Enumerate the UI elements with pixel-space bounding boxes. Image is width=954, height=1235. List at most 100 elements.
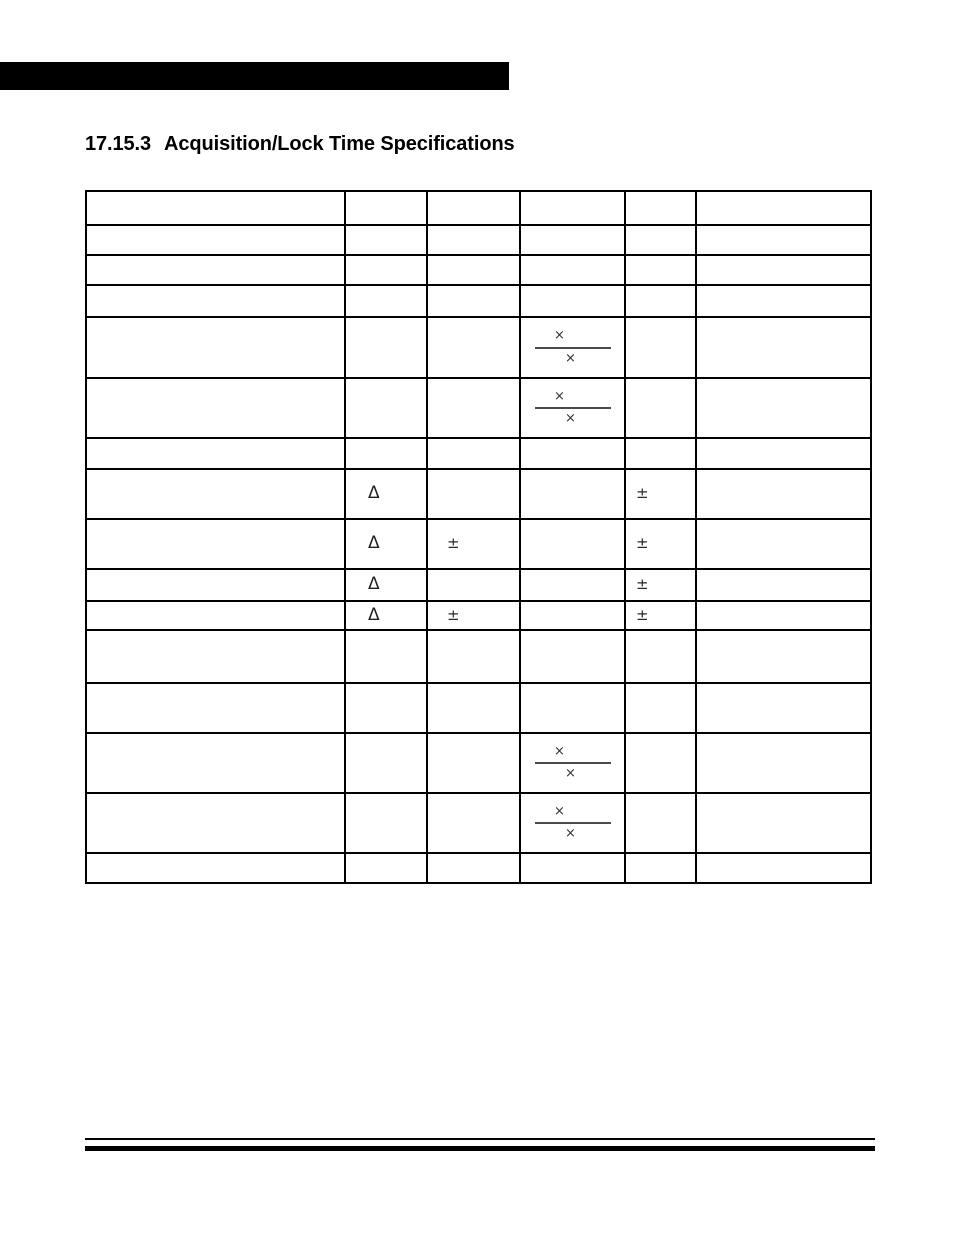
table-cell bbox=[85, 224, 346, 256]
table-cell bbox=[85, 682, 346, 734]
table-cell bbox=[426, 224, 521, 256]
table-cell bbox=[344, 792, 428, 854]
table-cell bbox=[624, 254, 697, 286]
table-cell bbox=[695, 629, 872, 684]
table-cell bbox=[519, 468, 626, 520]
table-row: × × bbox=[85, 316, 872, 379]
table-cell bbox=[344, 377, 428, 439]
fraction-formula: × × bbox=[534, 328, 611, 366]
multiply-symbol: × bbox=[565, 411, 576, 426]
delta-symbol: Δ bbox=[368, 604, 380, 625]
plus-minus-symbol: ± bbox=[636, 534, 649, 552]
table-cell bbox=[624, 732, 697, 794]
table-cell: ± bbox=[426, 600, 521, 631]
table-cell bbox=[695, 377, 872, 439]
table-cell bbox=[624, 852, 697, 884]
table-cell bbox=[426, 852, 521, 884]
table-cell bbox=[695, 792, 872, 854]
table-cell bbox=[426, 284, 521, 318]
fraction-formula: × × bbox=[534, 744, 611, 782]
table-row: Δ ± ± bbox=[85, 600, 872, 631]
table-cell bbox=[695, 568, 872, 602]
plus-minus-symbol: ± bbox=[636, 484, 649, 502]
fraction-bar bbox=[534, 762, 611, 764]
table-cell bbox=[426, 732, 521, 794]
table-cell bbox=[426, 316, 521, 379]
chapter-header-bar bbox=[0, 62, 509, 90]
table-cell bbox=[624, 437, 697, 470]
table-cell bbox=[695, 600, 872, 631]
table-cell: × × bbox=[519, 377, 626, 439]
table-cell bbox=[85, 629, 346, 684]
table-cell bbox=[344, 224, 428, 256]
table-cell: ± bbox=[624, 600, 697, 631]
table-cell bbox=[519, 682, 626, 734]
table-cell bbox=[519, 190, 626, 226]
table-cell bbox=[624, 792, 697, 854]
table-cell bbox=[519, 437, 626, 470]
multiply-symbol: × bbox=[554, 388, 565, 404]
section-heading: 17.15.3 Acquisition/Lock Time Specificati… bbox=[85, 133, 515, 156]
fraction-bar bbox=[534, 822, 611, 824]
table-cell bbox=[344, 284, 428, 318]
table-row: × × bbox=[85, 377, 872, 439]
table-body: × × × × Δ ± Δ ± ± Δ ± Δ ± ± × × × × bbox=[85, 190, 872, 884]
table-row bbox=[85, 190, 872, 226]
table-row bbox=[85, 254, 872, 286]
multiply-symbol: × bbox=[554, 803, 565, 819]
table-cell bbox=[624, 377, 697, 439]
table-cell bbox=[519, 224, 626, 256]
table-cell bbox=[85, 254, 346, 286]
table-cell bbox=[85, 190, 346, 226]
table-cell bbox=[695, 682, 872, 734]
table-cell bbox=[695, 316, 872, 379]
table-cell bbox=[85, 732, 346, 794]
multiply-symbol: × bbox=[565, 826, 576, 841]
table-row bbox=[85, 224, 872, 256]
table-cell bbox=[344, 682, 428, 734]
table-cell bbox=[624, 224, 697, 256]
table-cell bbox=[426, 629, 521, 684]
multiply-symbol: × bbox=[554, 328, 565, 344]
table-cell: Δ bbox=[344, 600, 428, 631]
table-cell: Δ bbox=[344, 518, 428, 570]
table-cell bbox=[344, 190, 428, 226]
delta-symbol: Δ bbox=[368, 574, 380, 594]
plus-minus-symbol: ± bbox=[636, 575, 649, 593]
table-cell bbox=[695, 468, 872, 520]
table-cell bbox=[344, 316, 428, 379]
table-row: Δ ± ± bbox=[85, 518, 872, 570]
table-cell bbox=[85, 568, 346, 602]
table-cell bbox=[519, 284, 626, 318]
table-cell: ± bbox=[426, 518, 521, 570]
multiply-symbol: × bbox=[554, 743, 565, 759]
table-cell bbox=[624, 316, 697, 379]
table-cell bbox=[85, 852, 346, 884]
table-cell bbox=[695, 284, 872, 318]
delta-symbol: Δ bbox=[368, 483, 380, 503]
table-row: × × bbox=[85, 732, 872, 794]
section-title: Acquisition/Lock Time Specifications bbox=[164, 133, 515, 155]
table-cell bbox=[344, 254, 428, 286]
plus-minus-symbol: ± bbox=[447, 534, 460, 552]
table-cell bbox=[519, 629, 626, 684]
table-cell: ± bbox=[624, 518, 697, 570]
delta-symbol: Δ bbox=[368, 533, 380, 553]
table-cell bbox=[344, 852, 428, 884]
table-cell bbox=[695, 852, 872, 884]
table-cell bbox=[426, 468, 521, 520]
table-cell bbox=[624, 629, 697, 684]
table-cell bbox=[426, 568, 521, 602]
table-cell bbox=[85, 518, 346, 570]
table-cell bbox=[519, 852, 626, 884]
table-cell bbox=[624, 682, 697, 734]
table-row bbox=[85, 852, 872, 884]
table-cell bbox=[344, 629, 428, 684]
table-cell bbox=[85, 316, 346, 379]
table-cell: Δ bbox=[344, 568, 428, 602]
table-cell bbox=[695, 254, 872, 286]
section-number: 17.15.3 bbox=[85, 133, 152, 155]
fraction-bar bbox=[534, 407, 611, 409]
table-cell bbox=[85, 437, 346, 470]
table-cell: × × bbox=[519, 316, 626, 379]
